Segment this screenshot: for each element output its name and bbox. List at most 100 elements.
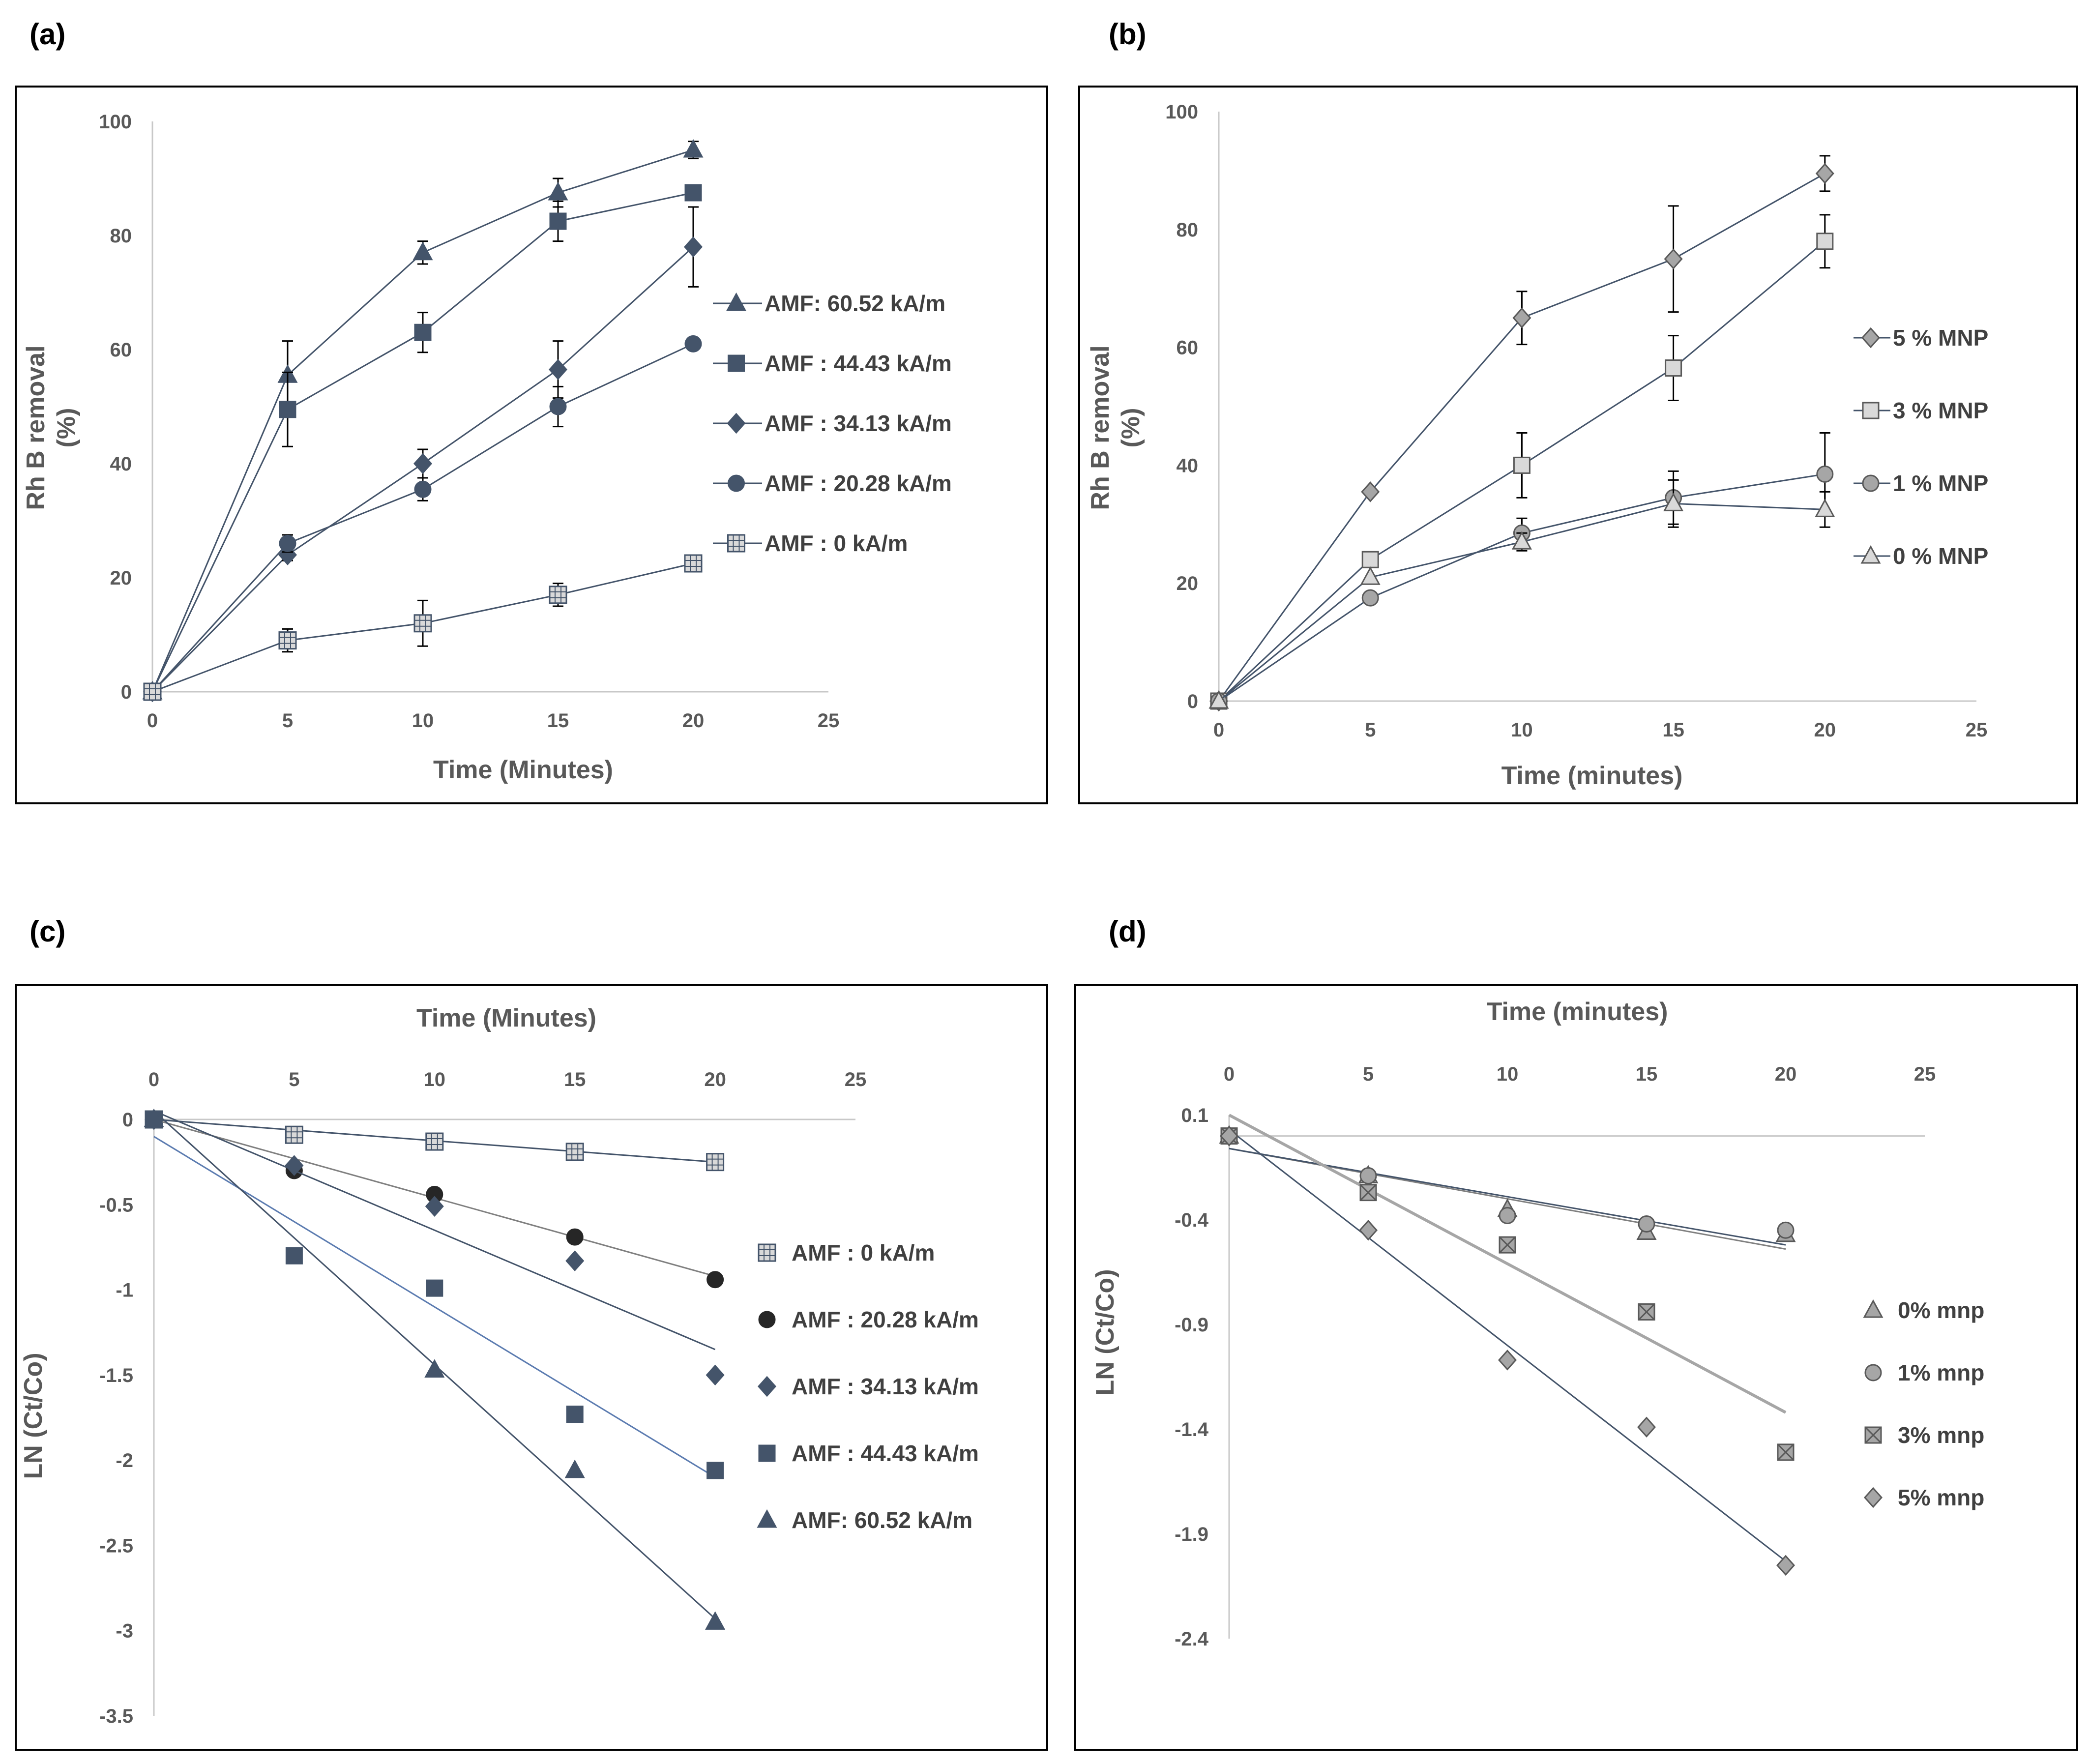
- legend-label: AMF: 60.52 kA/m: [765, 291, 945, 316]
- data-point: [549, 398, 567, 415]
- data-point-x2: [1359, 1184, 1377, 1201]
- data-point: [1815, 163, 1834, 184]
- y-tick-label: -3.5: [99, 1705, 133, 1727]
- legend-item: AMF : 44.43 kA/m: [713, 351, 952, 376]
- legend-item: 3% mnp: [1864, 1422, 1984, 1448]
- legend-marker: [758, 1243, 776, 1262]
- y-tick-label: 0: [1187, 691, 1198, 712]
- data-point: [279, 534, 296, 552]
- y-axis-title: LN (Ct/Co): [19, 1352, 48, 1479]
- legend-marker: [728, 474, 745, 492]
- data-point: [1219, 1125, 1239, 1147]
- data-point: [565, 1143, 584, 1161]
- x-tick-label: 5: [282, 710, 293, 732]
- legend-marker: [1862, 402, 1880, 419]
- data-point: [1360, 566, 1381, 585]
- series-4: [143, 554, 703, 701]
- data-point: [683, 139, 704, 158]
- y-axis-title-line: Rh B removal: [22, 345, 50, 510]
- legend-label: 1 % MNP: [1893, 470, 1988, 496]
- y-axis-title-line: (%): [52, 408, 81, 448]
- data-point: [706, 1153, 725, 1172]
- data-point: [413, 614, 432, 633]
- y-axis-title-line: LN (Ct/Co): [1091, 1269, 1119, 1395]
- y-tick-label: -2.4: [1175, 1628, 1209, 1650]
- panel-frame: [15, 86, 1048, 804]
- series-3: [1219, 1125, 1796, 1576]
- data-point: [684, 335, 702, 353]
- data-point: [1776, 1555, 1796, 1576]
- x-tick-label: 5: [289, 1069, 299, 1090]
- data-point: [279, 401, 296, 418]
- data-point: [1361, 481, 1380, 502]
- panel-d: (d) 0 5 10 15 20 25 0.1 -0.4 -0.9 -1.4 -1.9 -2.4 Time…: [1074, 915, 2078, 1751]
- legend-item: AMF : 0 kA/m: [758, 1240, 935, 1265]
- legend-item: 1% mnp: [1864, 1360, 1984, 1385]
- data-point: [1361, 551, 1379, 568]
- y-tick-label: -0.5: [99, 1194, 133, 1216]
- data-point-x2: [1777, 1443, 1795, 1461]
- x-tick-label: 0: [147, 710, 158, 732]
- x-tick-label: 25: [1966, 719, 1988, 741]
- panel-label: (b): [1109, 18, 1147, 51]
- legend-label: 5 % MNP: [1893, 325, 1988, 351]
- legend-item: AMF: 60.52 kA/m: [757, 1507, 972, 1533]
- y-tick-label: 60: [110, 339, 132, 361]
- trend-line: [153, 1136, 716, 1478]
- data-point: [413, 453, 433, 474]
- y-tick-label: 100: [1165, 101, 1198, 123]
- legend-item: 5% mnp: [1863, 1485, 1984, 1510]
- legend-marker: [757, 1509, 777, 1528]
- legend-marker: [727, 412, 746, 434]
- legend-marker: [758, 1311, 776, 1328]
- y-tick-label: -2.5: [99, 1535, 133, 1557]
- data-point: [414, 323, 432, 341]
- data-point: [278, 631, 297, 650]
- trend-line: [153, 1110, 716, 1351]
- legend-label: 0% mnp: [1898, 1297, 1984, 1323]
- legend-marker: [1864, 1426, 1882, 1444]
- data-point: [1359, 1167, 1377, 1185]
- data-point: [285, 1247, 303, 1264]
- y-tick-label: 0: [121, 681, 132, 703]
- data-point: [548, 181, 568, 201]
- data-point: [426, 1279, 443, 1297]
- x-tick-label: 0: [1213, 719, 1224, 741]
- data-point: [425, 1196, 444, 1217]
- data-point: [1359, 1184, 1377, 1202]
- legend-marker: [727, 534, 745, 553]
- data-point: [1663, 493, 1684, 511]
- y-tick-label: -3: [116, 1620, 133, 1642]
- x-axis-title: Time (Minutes): [416, 1004, 596, 1032]
- data-point: [1499, 1236, 1516, 1254]
- data-point-box: [706, 1153, 725, 1172]
- legend-item: 0 % MNP: [1854, 543, 1988, 569]
- data-point-x2: [1499, 1236, 1516, 1254]
- legend-marker: [1863, 1299, 1884, 1318]
- data-point: [1208, 690, 1229, 709]
- legend-marker: [726, 292, 747, 311]
- data-point: [414, 480, 432, 498]
- data-point: [684, 184, 702, 202]
- y-axis-title: LN (Ct/Co): [1091, 1269, 1119, 1395]
- data-point: [144, 1108, 164, 1127]
- panel-a: (a) 0 5 10 15 20 25 0 20 40 60 80 100 Time (Minutes) R…: [15, 18, 1048, 804]
- y-tick-label: 60: [1177, 337, 1199, 359]
- legend-label: 3% mnp: [1898, 1422, 1984, 1448]
- y-tick-label: -1: [116, 1280, 133, 1301]
- data-point: [566, 1406, 584, 1423]
- x-tick-label: 15: [564, 1069, 586, 1090]
- data-point-box: [565, 1143, 584, 1161]
- data-point: [143, 682, 162, 701]
- data-point: [706, 1271, 724, 1289]
- x-tick-label: 0: [148, 1069, 159, 1090]
- panel-label: (d): [1109, 915, 1147, 948]
- data-point: [1361, 589, 1379, 607]
- x-tick-label: 25: [818, 710, 840, 732]
- y-tick-label: 20: [110, 567, 132, 589]
- x-tick-label: 20: [682, 710, 705, 732]
- data-point: [1638, 1215, 1655, 1233]
- data-point-box: [143, 682, 162, 701]
- legend-item: 3 % MNP: [1854, 398, 1988, 423]
- y-tick-label: -0.4: [1175, 1209, 1209, 1231]
